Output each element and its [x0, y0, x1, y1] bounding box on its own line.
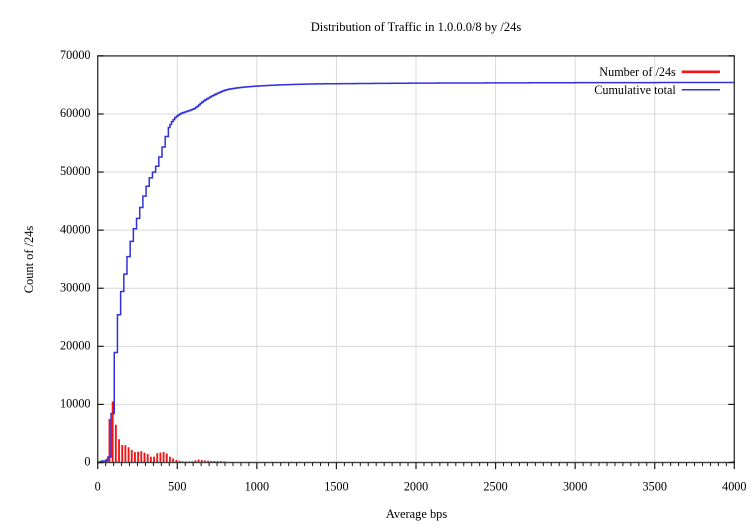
svg-text:30000: 30000 [60, 280, 90, 294]
svg-text:70000: 70000 [60, 48, 90, 62]
svg-text:60000: 60000 [60, 106, 90, 120]
svg-text:Cumulative total: Cumulative total [594, 83, 676, 97]
svg-text:Average bps: Average bps [386, 507, 448, 521]
svg-text:10000: 10000 [60, 397, 90, 411]
svg-text:Count of /24s: Count of /24s [22, 226, 36, 294]
svg-text:500: 500 [168, 480, 186, 494]
svg-text:4000: 4000 [722, 480, 746, 494]
svg-text:0: 0 [84, 455, 90, 469]
svg-text:2500: 2500 [483, 480, 507, 494]
svg-text:0: 0 [95, 480, 101, 494]
svg-text:50000: 50000 [60, 164, 90, 178]
svg-text:2000: 2000 [404, 480, 428, 494]
svg-text:40000: 40000 [60, 222, 90, 236]
svg-text:Distribution of Traffic in 1.0: Distribution of Traffic in 1.0.0.0/8 by … [311, 20, 522, 34]
svg-text:1000: 1000 [245, 480, 269, 494]
svg-text:3000: 3000 [563, 480, 587, 494]
svg-text:1500: 1500 [324, 480, 348, 494]
svg-text:3500: 3500 [643, 480, 667, 494]
svg-text:20000: 20000 [60, 338, 90, 352]
svg-text:Number of /24s: Number of /24s [599, 65, 676, 79]
